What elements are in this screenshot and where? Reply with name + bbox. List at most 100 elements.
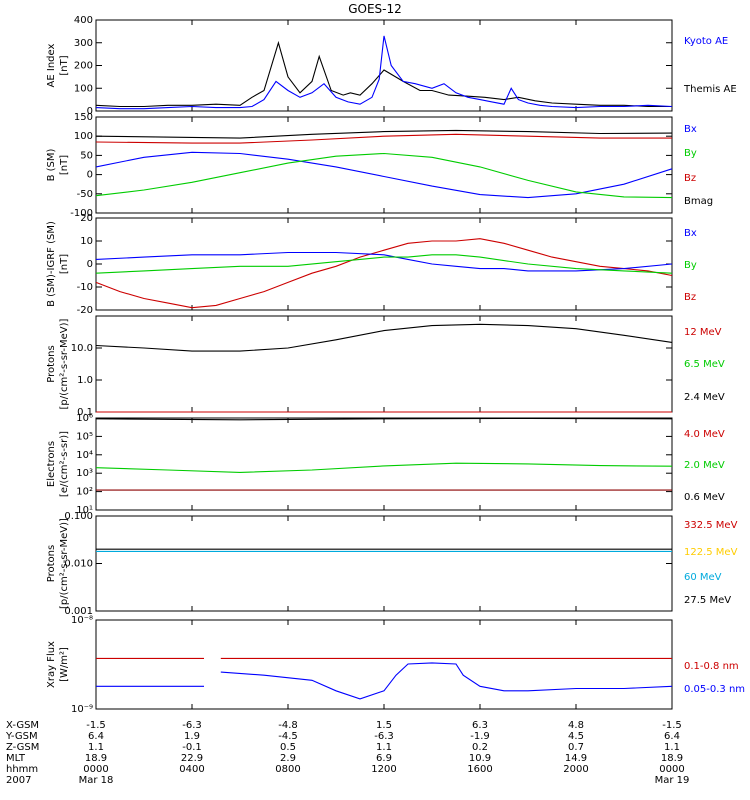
y-tick-label: 0.1: [77, 407, 93, 418]
legend-entry: Bz: [684, 173, 696, 184]
series-line: [95, 323, 673, 352]
y-tick-label: 0: [87, 106, 93, 117]
series-line: [95, 238, 673, 309]
legend-entry: 0.1-0.8 nm: [684, 661, 739, 672]
series-line: [95, 40, 672, 108]
series-line: [95, 254, 673, 274]
x-table-cell: 1.5: [376, 720, 392, 731]
x-table-cell: 0000: [83, 764, 108, 775]
x-table-cell: 0.7: [568, 742, 584, 753]
x-table-cell: 6.4: [664, 731, 680, 742]
x-axis-table: X-GSMY-GSMZ-GSMMLThhmm2007-1.56.41.118.9…: [5, 720, 689, 786]
series-line: [95, 251, 673, 272]
y-axis-label: [e/(cm²-s-sr)]: [59, 431, 70, 497]
series-line: [95, 151, 673, 199]
y-axis-label: B (SM): [46, 148, 57, 181]
y-tick-label: 20: [80, 213, 93, 224]
x-table-cell: 0000: [659, 764, 684, 775]
x-table-cell: 18.9: [661, 753, 683, 764]
y-tick-label: 300: [74, 38, 93, 49]
x-table-cell: 0.2: [472, 742, 488, 753]
y-tick-label: 0: [87, 259, 93, 270]
legend-entry: 27.5 MeV: [684, 595, 731, 606]
legend-entry: Bx: [684, 124, 697, 135]
y-tick-label: -10: [77, 282, 93, 293]
legend-entry: By: [684, 260, 697, 271]
y-tick-label: 0.010: [64, 559, 93, 570]
x-table-cell: -0.1: [182, 742, 202, 753]
x-table-row-label: X-GSM: [6, 720, 39, 731]
y-tick-label: 200: [74, 61, 93, 72]
series-line: [95, 462, 673, 473]
panel-xray: 10⁻⁹ 10⁻⁸ Xray Flux [W/m²] 0.1-0.8 nm 0.05-0.…: [46, 615, 745, 715]
series-line: [95, 133, 672, 144]
y-tick-label: 100: [74, 83, 93, 94]
y-tick-label: 10²: [76, 487, 93, 498]
y-tick-label: 0.100: [64, 511, 93, 522]
x-table-cell: -4.5: [278, 731, 298, 742]
x-table-row-label: hhmm: [6, 764, 38, 775]
legend-entry: 60 MeV: [684, 572, 722, 583]
y-axis-label: [p/(cm²-s-sr-MeV)]: [59, 318, 70, 409]
y-axis-label: [p/(cm²-s-sr-MeV)]: [59, 518, 70, 609]
legend-entry: 6.5 MeV: [684, 359, 725, 370]
legend-entry: Themis AE: [683, 84, 737, 95]
y-axis-label: [nT]: [59, 254, 70, 274]
y-tick-label: -50: [77, 189, 93, 200]
legend-entry: 122.5 MeV: [684, 547, 738, 558]
x-table-cell: -6.3: [374, 731, 394, 742]
x-table-cell: 2000: [563, 764, 588, 775]
panel-p1: 0.1 1.0 10.0 Protons [p/(cm²-s-sr-MeV)] 12 Me…: [46, 315, 725, 418]
x-table-cell: 0800: [275, 764, 300, 775]
x-table-cell: 6.4: [88, 731, 104, 742]
y-tick-label: 50: [80, 150, 93, 161]
legend-entry: Bmag: [684, 196, 713, 207]
y-tick-label: -100: [70, 208, 93, 219]
x-table-cell: 14.9: [565, 753, 587, 764]
panel-frame: [95, 417, 673, 511]
legend-entry: Bz: [684, 292, 696, 303]
legend-entry: 0.05-0.3 nm: [684, 684, 745, 695]
panel-frame: [95, 515, 673, 612]
legend-entry: 2.4 MeV: [684, 392, 725, 403]
y-tick-label: 10⁻⁸: [71, 615, 93, 626]
legend-entry: Kyoto AE: [684, 36, 728, 47]
figure-title: GOES-12: [348, 2, 402, 16]
y-tick-label: 150: [74, 112, 93, 123]
x-table-cell: 1600: [467, 764, 492, 775]
panel-db: -20 -10 0 10 20 B (SM)-IGRF (SM) [nT] Bx By Bz: [46, 213, 697, 316]
x-table-cell: 18.9: [85, 753, 107, 764]
panel-b: -100 -50 0 50 100 150 B (SM) [nT] Bx By Bz Bmag: [46, 112, 713, 219]
y-tick-label: 10⁻⁹: [71, 704, 93, 715]
legend-entry: 12 MeV: [684, 327, 722, 338]
x-table-cell: 0.5: [280, 742, 296, 753]
x-table-cell: -6.3: [182, 720, 202, 731]
x-table-cell: 1.1: [376, 742, 392, 753]
y-axis-label: Xray Flux: [46, 641, 57, 688]
y-axis-label: Protons: [46, 345, 57, 382]
x-table-cell: 4.5: [568, 731, 584, 742]
y-tick-label: 0.001: [64, 606, 93, 617]
x-table-cell: 4.8: [568, 720, 584, 731]
y-axis-label: Protons: [46, 545, 57, 582]
x-table-cell: -1.5: [86, 720, 106, 731]
x-table-cell: Mar 18: [79, 775, 114, 786]
legend-entry: 4.0 MeV: [684, 429, 725, 440]
y-axis-label: Electrons: [46, 441, 57, 487]
panel-p2: 0.001 0.010 0.100 Protons [p/(cm²-s-sr-MeV)]…: [46, 511, 738, 617]
x-table-cell: 1200: [371, 764, 396, 775]
x-table-cell: -1.5: [662, 720, 682, 731]
y-tick-label: 100: [74, 131, 93, 142]
panel-ae: 0 100 200 300 400 AE Index [nT] Kyoto AE Themis …: [46, 15, 737, 117]
y-axis-label: [W/m²]: [59, 647, 70, 682]
panel-frame: [95, 619, 673, 710]
y-tick-label: 10⁵: [76, 431, 93, 442]
series-line: [95, 35, 673, 110]
y-tick-label: 10.0: [71, 343, 93, 354]
legend-entry: By: [684, 148, 697, 159]
legend-entry: Bx: [684, 228, 697, 239]
series-line: [95, 152, 673, 199]
x-table-row-label: Y-GSM: [5, 731, 38, 742]
